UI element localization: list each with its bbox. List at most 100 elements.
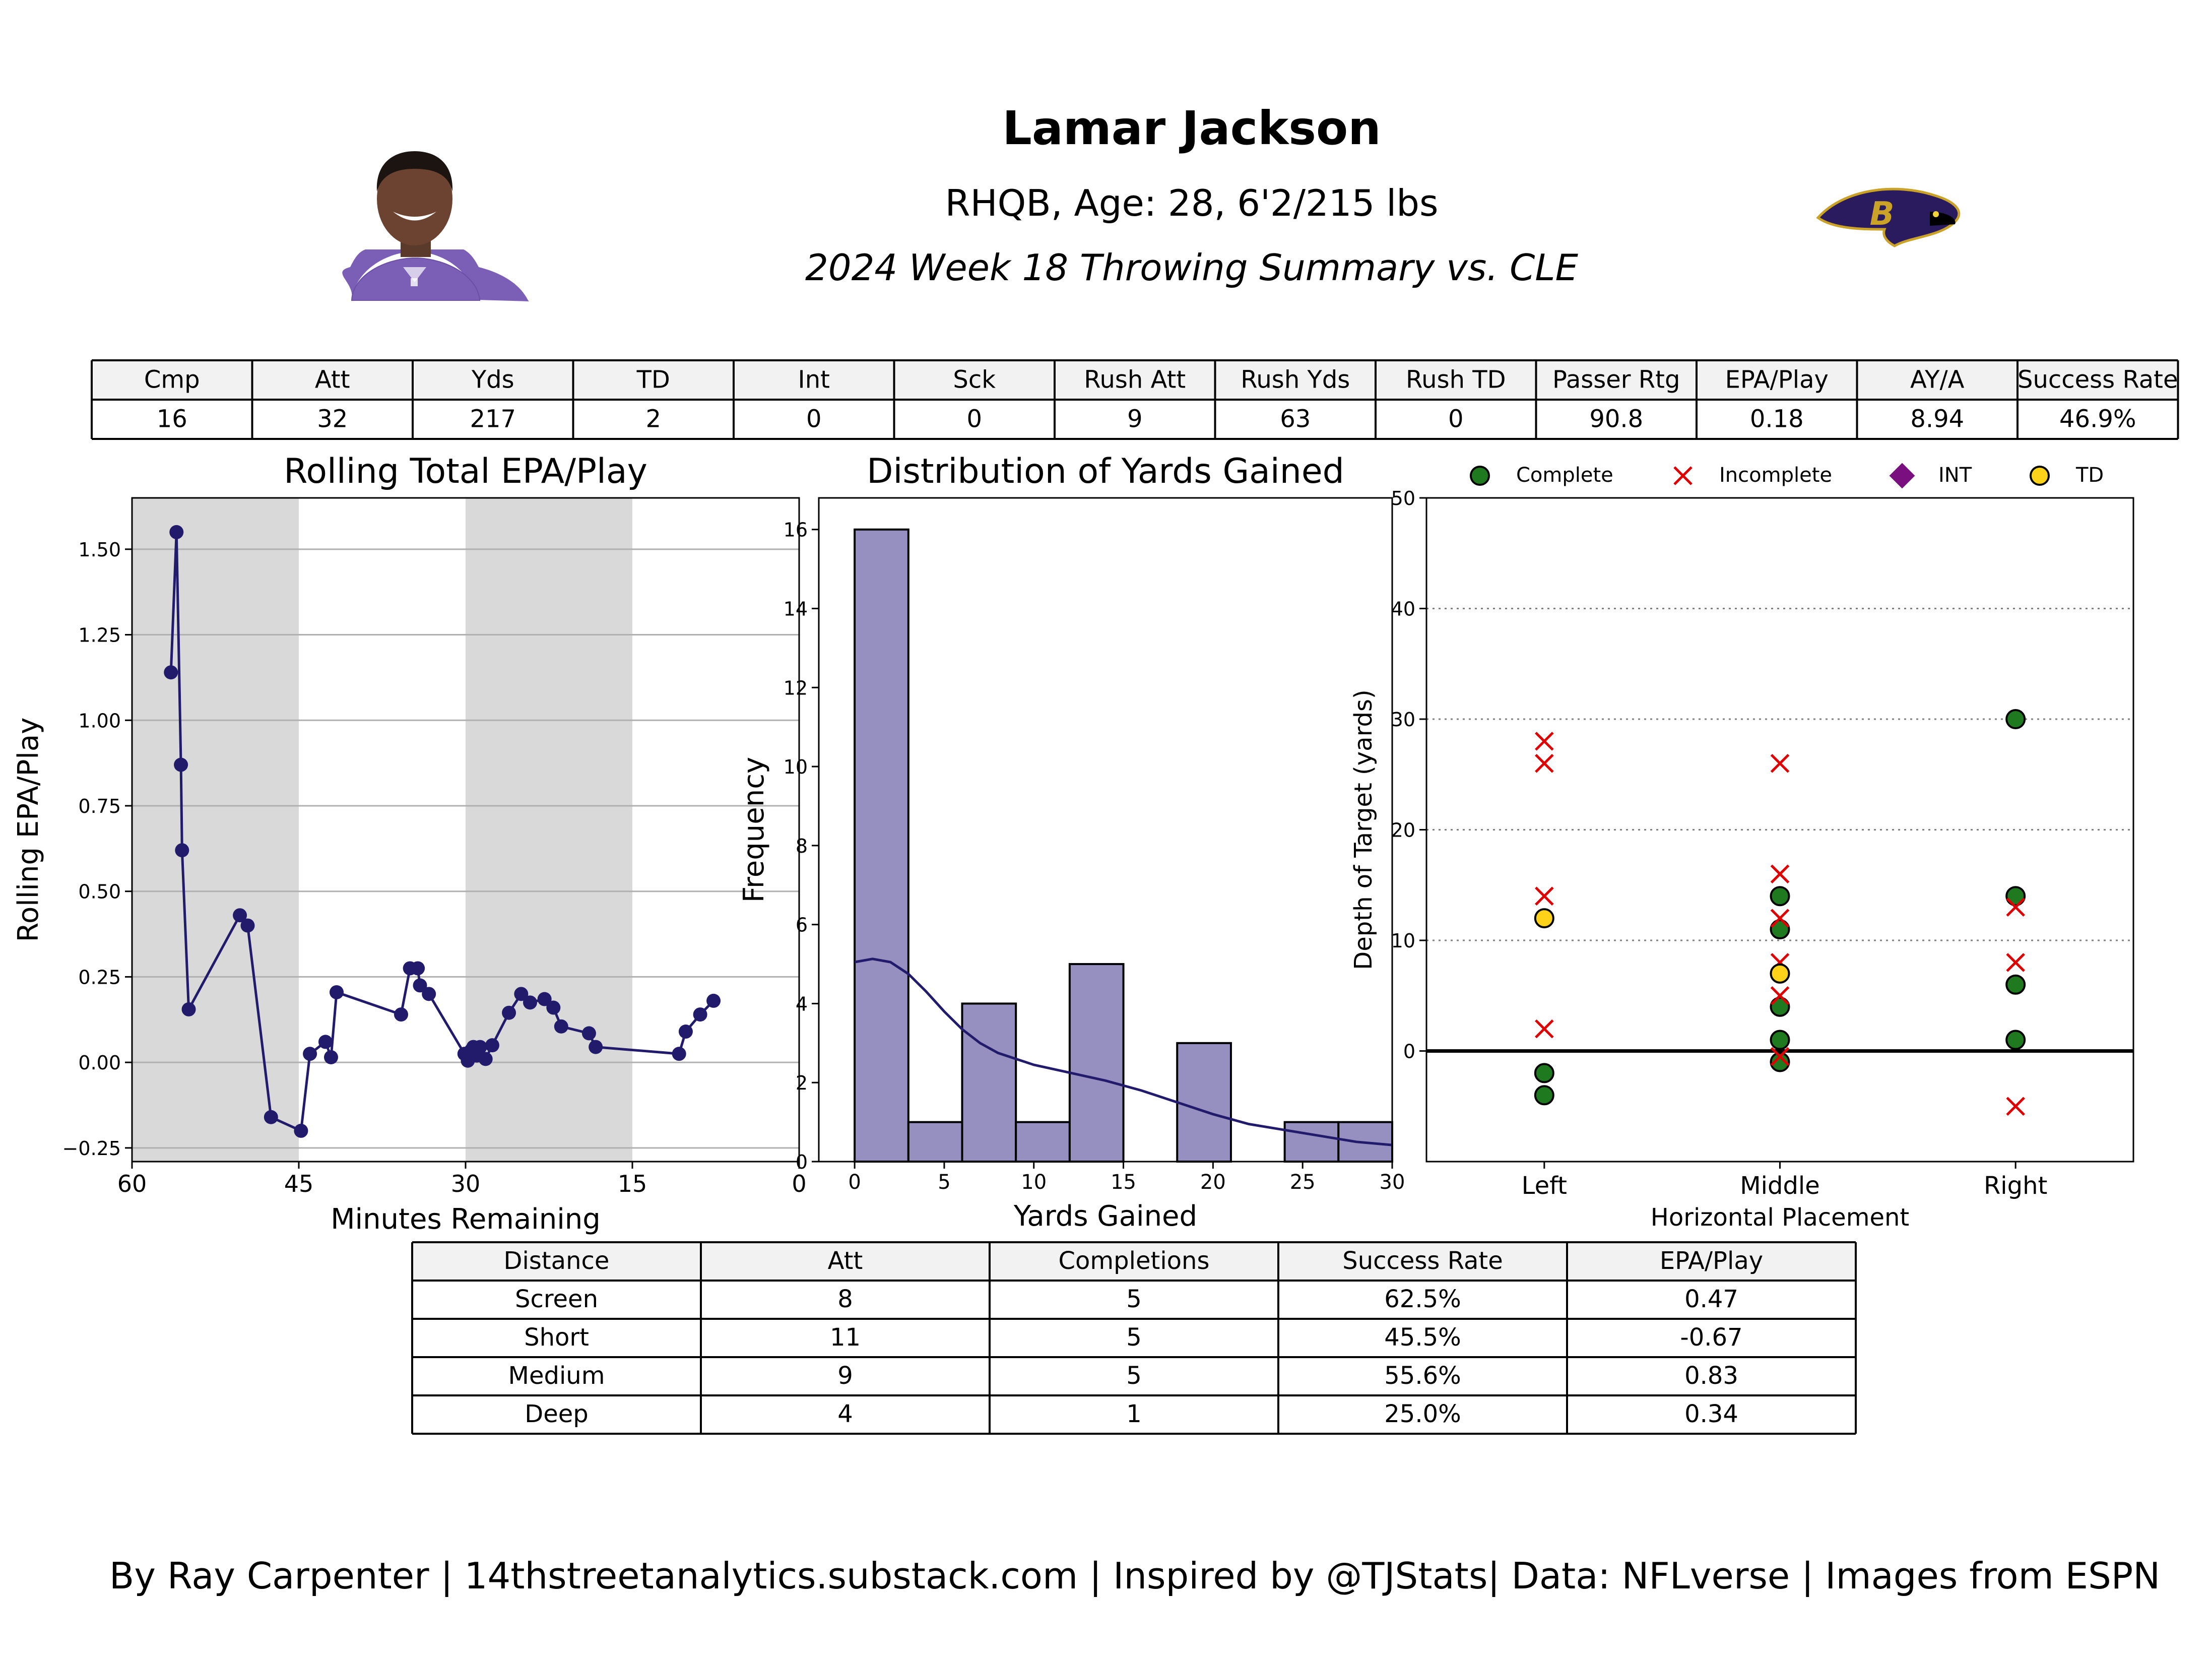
epa-point [174,757,188,772]
table-cell: 0.18 [1750,405,1804,433]
y-tick-label: 1.25 [78,624,121,647]
incomplete-point [1535,732,1554,751]
epa-point [233,908,247,923]
table-cell: 16 [157,405,187,433]
epa-point [323,1050,338,1064]
epa-point [537,992,552,1006]
table-cell: 11 [830,1323,861,1352]
y-tick-label: 6 [796,914,808,936]
y-tick-label: 40 [1391,598,1415,620]
plot-frame [131,497,800,1163]
epa-point [411,961,425,976]
table-header-cell: Success Rate [2018,366,2178,394]
legend-marker-int [1889,463,1915,489]
complete-point [1770,1052,1790,1072]
legend-label: Complete [1516,464,1613,487]
x-tick-label: 0 [792,1170,806,1197]
y-tick-label: 10 [784,756,808,778]
legend-label: Incomplete [1719,464,1832,487]
complete-point [2005,1030,2026,1050]
legend-marker-td [2030,466,2050,486]
epa-point [478,1052,493,1066]
epa-point [175,843,189,858]
x-stroke [1535,732,1554,751]
incomplete-point [1770,986,1790,1005]
y-tick-label: 16 [784,519,808,541]
epa-point [693,1007,707,1022]
footer-credit: By Ray Carpenter | 14thstreetanalytics.s… [109,1555,2160,1598]
y-tick-label: −0.25 [62,1137,121,1160]
epa-point [502,1005,516,1020]
histogram-bar [961,1002,1017,1163]
incomplete-point [2006,1097,2025,1116]
y-tick-label: 1.00 [78,710,121,732]
table-cell: 0.34 [1684,1400,1738,1428]
y-tick-label: 12 [784,677,808,699]
histogram-bar [1068,963,1125,1163]
legend-marker-complete [1470,466,1490,486]
complete-point [1534,1063,1554,1083]
epa-point [240,918,255,933]
x-stroke [1770,754,1790,773]
epa-point [318,1035,333,1049]
table-header-cell: Completions [1059,1247,1210,1275]
incomplete-point [1535,1019,1554,1039]
table-cell: 5 [1126,1323,1142,1352]
table-cell: 90.8 [1589,405,1643,433]
table-cell: 1 [1126,1400,1142,1428]
x-tick-label: 15 [1111,1171,1136,1194]
incomplete-point [1535,886,1554,906]
chart-title: Rolling Total EPA/Play [284,452,647,491]
legend-marker-incomplete [1673,466,1693,485]
table-header-cell: EPA/Play [1725,366,1829,394]
table-header-cell: Att [315,366,350,394]
legend-label: INT [1938,464,1972,487]
y-tick-label: 50 [1391,487,1415,509]
y-axis-label: Frequency [738,757,770,903]
table-cell: Short [524,1323,589,1352]
table-cell: 0.83 [1684,1362,1738,1390]
y-tick-label: 14 [784,598,808,620]
histogram-bar [907,1121,963,1163]
plot-frame [818,497,1393,1163]
table-cell: 0 [806,405,822,433]
table-header-cell: Rush TD [1406,366,1506,394]
table-header-cell: Rush Yds [1241,366,1350,394]
y-tick-label: 10 [1391,930,1415,952]
x-stroke [1770,986,1790,1005]
x-axis-label: Yards Gained [1013,1200,1197,1233]
legend-label: TD [2075,464,2104,487]
table-header-cell: AY/A [1910,366,1965,394]
epa-point [413,978,427,993]
y-axis-label: Depth of Target (yards) [1349,689,1378,970]
x-tick-label: 5 [938,1171,950,1194]
incomplete-point [1770,864,1790,884]
y-tick-label: 1.50 [78,539,121,561]
epa-point [678,1025,693,1039]
x-stroke [2006,898,2025,917]
table-cell: 0 [1448,405,1464,433]
table-cell: 9 [1127,405,1143,433]
epa-point [554,1019,568,1034]
epa-point [330,985,344,999]
player-headshot-photo [342,151,529,301]
x-stroke [1770,909,1790,928]
table-cell: 45.5% [1384,1323,1461,1352]
incomplete-point [1770,1047,1790,1066]
y-tick-label: 2 [796,1072,808,1094]
epa-point [672,1047,686,1061]
table-cell: 63 [1280,405,1311,433]
distance-breakdown-table: Distance Att Completions Success Rate EPA/Pl… [411,1241,1857,1435]
x-tick-label: 25 [1290,1171,1316,1194]
table-cell: 4 [837,1400,853,1428]
x-stroke [2006,1097,2025,1116]
x-stroke [1673,466,1693,485]
x-tick-label: 45 [284,1170,314,1197]
table-cell: 8.94 [1910,405,1964,433]
header: Lamar Jackson RHQB, Age: 28, 6'2/215 lbs… [342,101,1961,301]
table-cell: 32 [317,405,348,433]
table-cell: 25.0% [1384,1400,1461,1428]
y-axis-label: Rolling EPA/Play [12,718,45,942]
table-header-row [92,360,2178,400]
target-depth-scatter: 0 10 20 30 40 50 Left Middle Right Complete Incomp… [1349,463,2134,1232]
